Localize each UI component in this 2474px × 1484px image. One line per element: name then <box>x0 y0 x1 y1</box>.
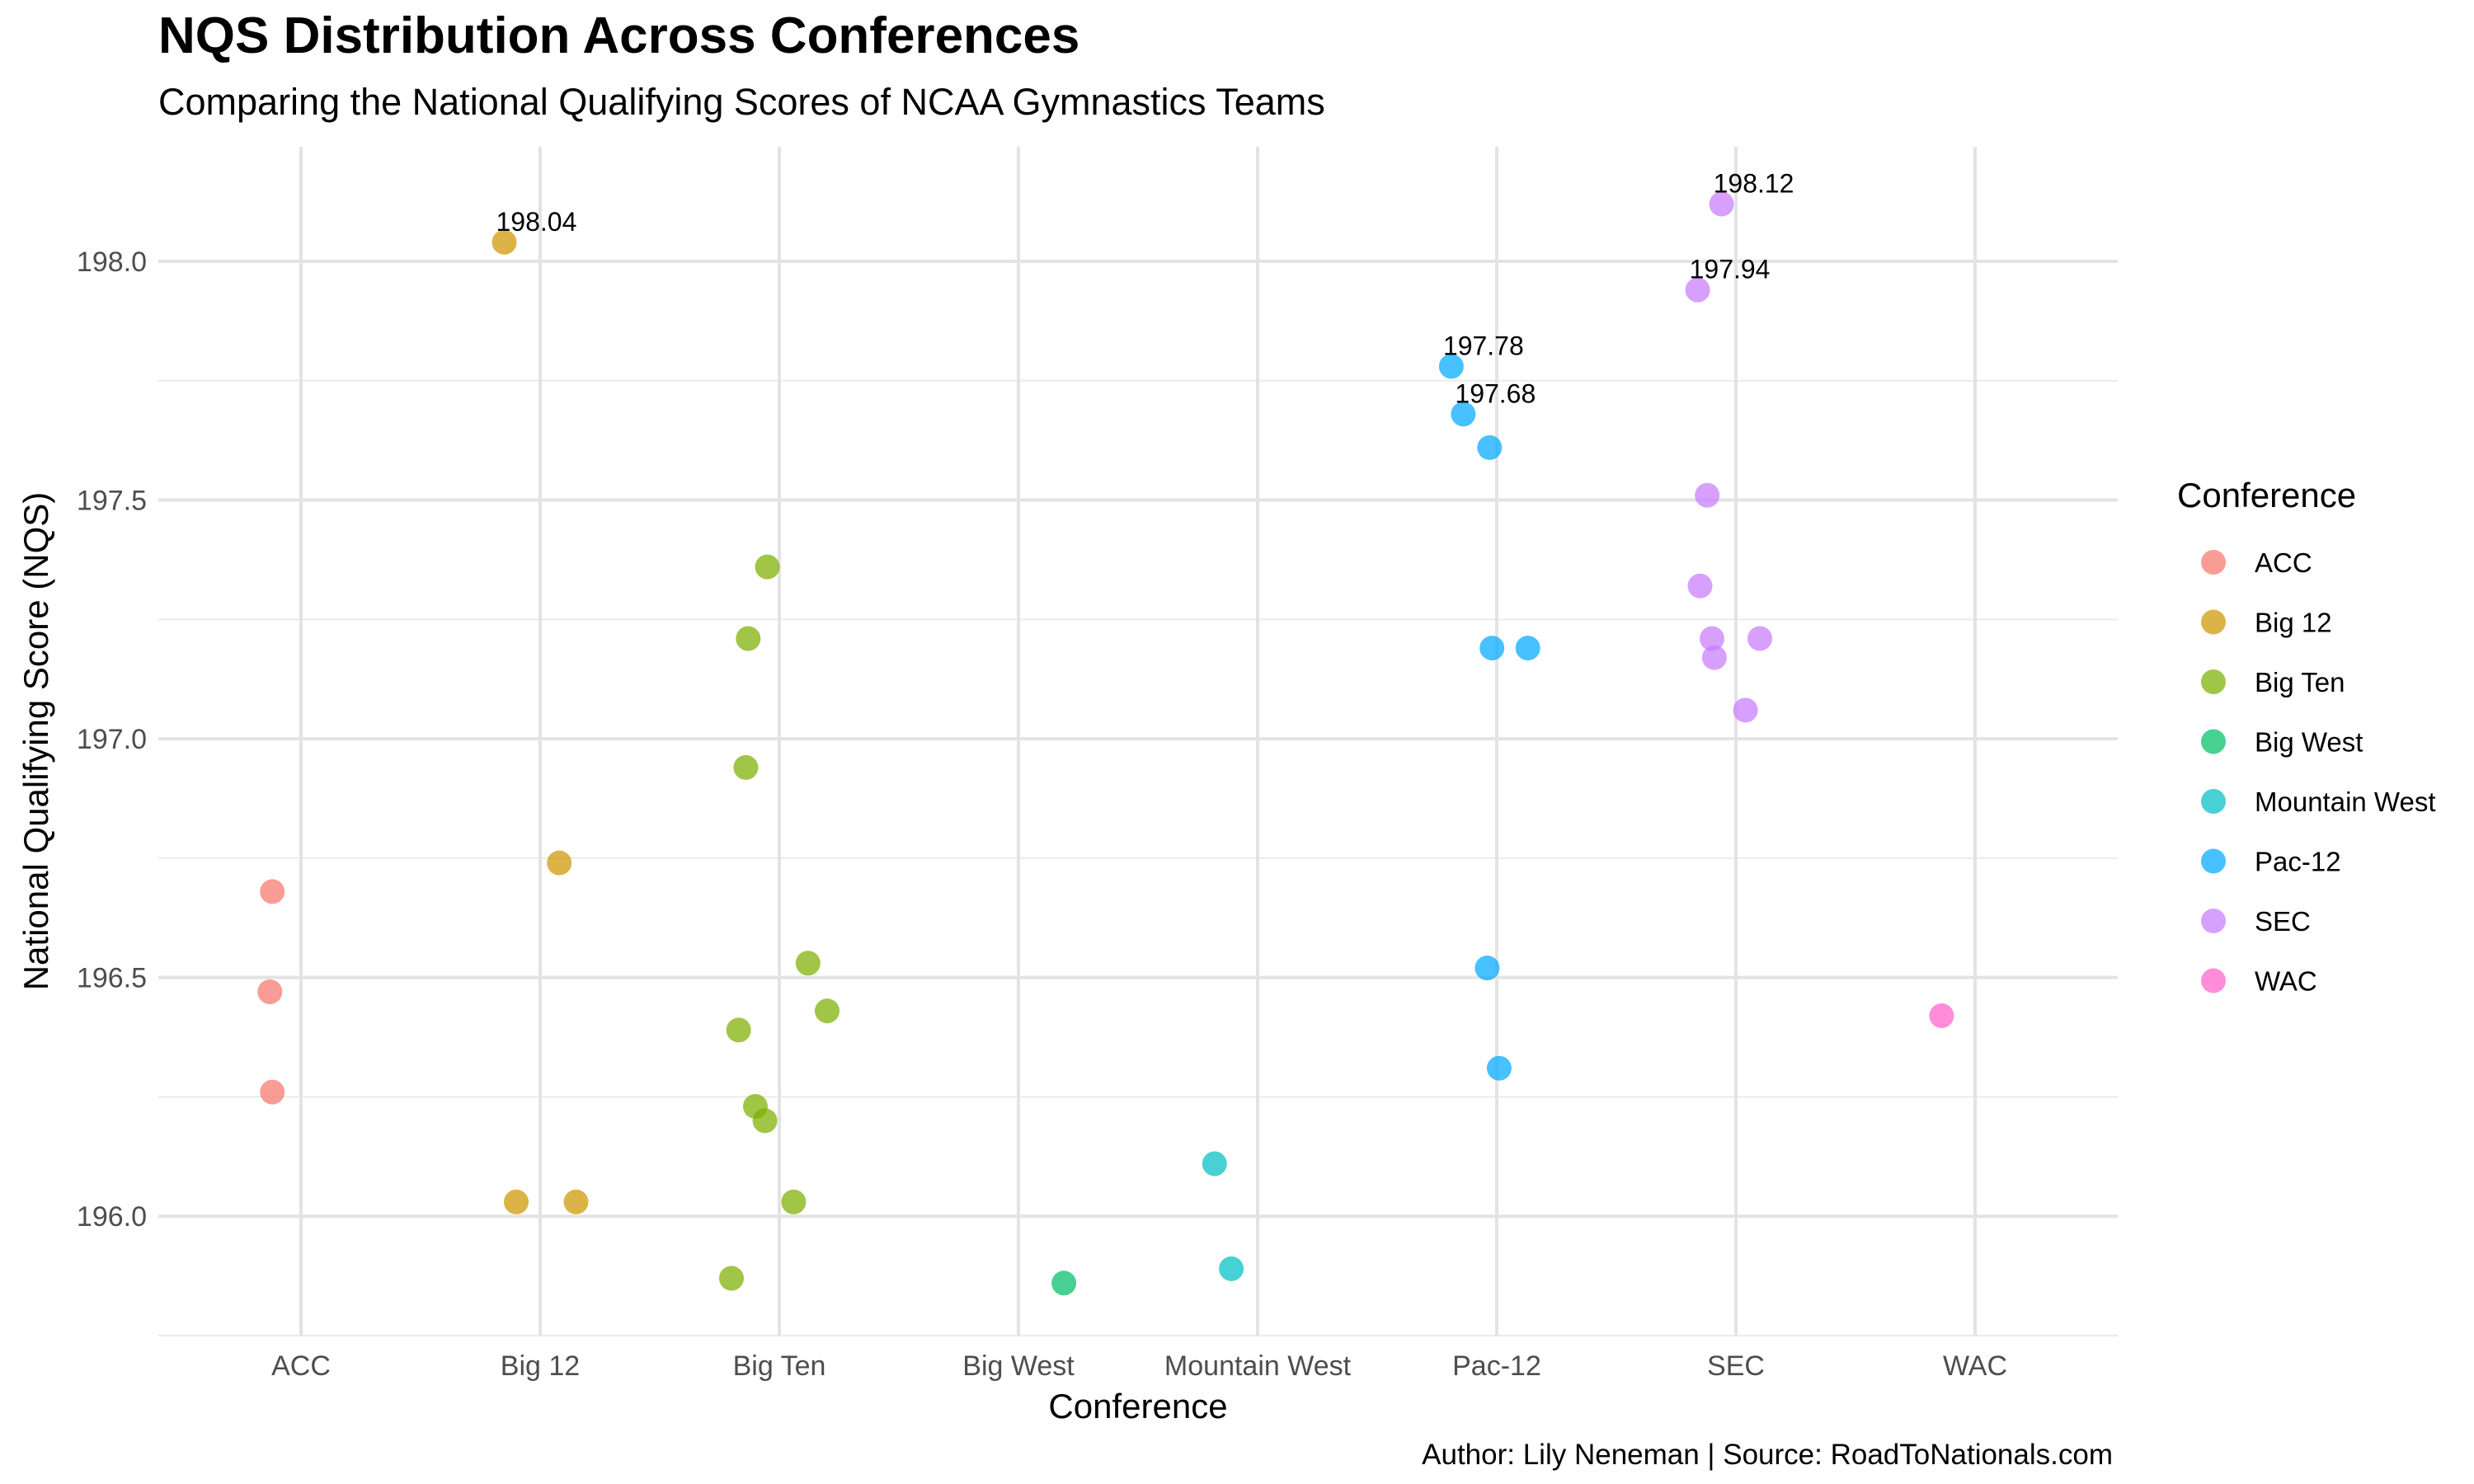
data-point <box>1695 482 1720 508</box>
legend-key <box>2201 609 2226 635</box>
data-points <box>257 191 1954 1296</box>
data-point <box>1479 636 1505 661</box>
data-point <box>1687 573 1713 599</box>
legend-label: SEC <box>2255 906 2311 937</box>
data-point <box>563 1189 589 1214</box>
y-tick-label: 196.0 <box>77 1201 147 1233</box>
data-point <box>1929 1003 1954 1028</box>
legend-title: Conference <box>2177 476 2356 514</box>
major-gridlines <box>158 147 2118 1336</box>
point-labels: 198.04 197.78 197.68 198.12 197.94 <box>496 168 1794 408</box>
data-point <box>1475 956 1500 981</box>
point-value-label: 197.94 <box>1690 255 1771 284</box>
point-value-label: 197.78 <box>1443 331 1524 360</box>
y-axis-title: National Qualifying Score (NQS) <box>16 492 55 991</box>
data-point <box>736 626 761 651</box>
x-tick-label: WAC <box>1943 1350 2007 1382</box>
data-point <box>1451 402 1476 427</box>
legend-key <box>2201 909 2226 933</box>
data-point <box>1486 1055 1512 1081</box>
data-point <box>547 850 572 876</box>
data-point <box>1051 1270 1077 1296</box>
data-point <box>719 1266 744 1291</box>
data-point <box>504 1189 529 1214</box>
legend-key <box>2201 848 2226 874</box>
point-value-label: 198.12 <box>1714 168 1794 198</box>
data-point <box>815 998 840 1024</box>
legend-label: Big West <box>2255 727 2363 758</box>
y-tick-label: 197.5 <box>77 486 147 517</box>
x-tick-label: Pac-12 <box>1452 1350 1541 1382</box>
x-axis-ticks: ACC Big 12 Big Ten Big West Mountain West Pac… <box>271 1350 2007 1382</box>
x-axis-title: Conference <box>1048 1387 1227 1425</box>
legend-label: Big Ten <box>2255 667 2345 697</box>
x-tick-label: ACC <box>271 1350 331 1382</box>
y-axis-ticks: 196.0 196.5 197.0 197.5 198.0 <box>77 247 147 1233</box>
legend: Conference ACC Big 12 Big Ten Big West Mount… <box>2177 476 2436 997</box>
data-point <box>755 554 780 580</box>
data-point <box>1709 191 1734 217</box>
y-tick-label: 197.0 <box>77 724 147 755</box>
x-tick-label: Big Ten <box>733 1350 826 1382</box>
data-point <box>1515 636 1540 661</box>
data-point <box>260 879 285 904</box>
x-tick-label: Big West <box>962 1350 1075 1382</box>
chart-title: NQS Distribution Across Conferences <box>158 7 1080 64</box>
data-point <box>752 1108 778 1134</box>
data-point <box>1477 434 1503 460</box>
data-point <box>1202 1151 1227 1176</box>
data-point <box>1700 626 1724 651</box>
data-point <box>492 229 517 255</box>
legend-label: WAC <box>2255 966 2317 997</box>
y-tick-label: 196.5 <box>77 963 147 994</box>
point-value-label: 197.68 <box>1455 378 1536 408</box>
point-value-label: 198.04 <box>496 207 577 237</box>
legend-key <box>2201 550 2226 575</box>
data-point <box>726 1017 751 1043</box>
x-tick-label: Mountain West <box>1164 1350 1352 1382</box>
chart-caption: Author: Lily Neneman | Source: RoadToNat… <box>1422 1439 2113 1471</box>
legend-label: ACC <box>2255 547 2312 578</box>
data-point <box>257 979 283 1005</box>
legend-label: Mountain West <box>2255 787 2436 817</box>
data-point <box>733 754 759 780</box>
data-point <box>1438 354 1464 379</box>
data-point <box>781 1189 807 1214</box>
legend-label: Pac-12 <box>2255 847 2341 877</box>
legend-key <box>2201 968 2226 993</box>
chart-subtitle: Comparing the National Qualifying Scores… <box>158 81 1325 123</box>
legend-key <box>2201 789 2226 814</box>
x-tick-label: Big 12 <box>501 1350 580 1382</box>
y-tick-label: 198.0 <box>77 247 147 278</box>
data-point <box>1733 697 1758 723</box>
data-point <box>1685 277 1710 303</box>
data-point <box>1747 626 1772 651</box>
minor-gridlines <box>158 379 2118 1336</box>
data-point <box>795 951 821 976</box>
data-point <box>260 1079 285 1105</box>
legend-key <box>2201 669 2226 694</box>
legend-key <box>2201 729 2226 754</box>
data-point <box>1701 645 1727 670</box>
x-tick-label: SEC <box>1707 1350 1765 1382</box>
data-point <box>1219 1256 1244 1281</box>
legend-label: Big 12 <box>2255 608 2332 638</box>
